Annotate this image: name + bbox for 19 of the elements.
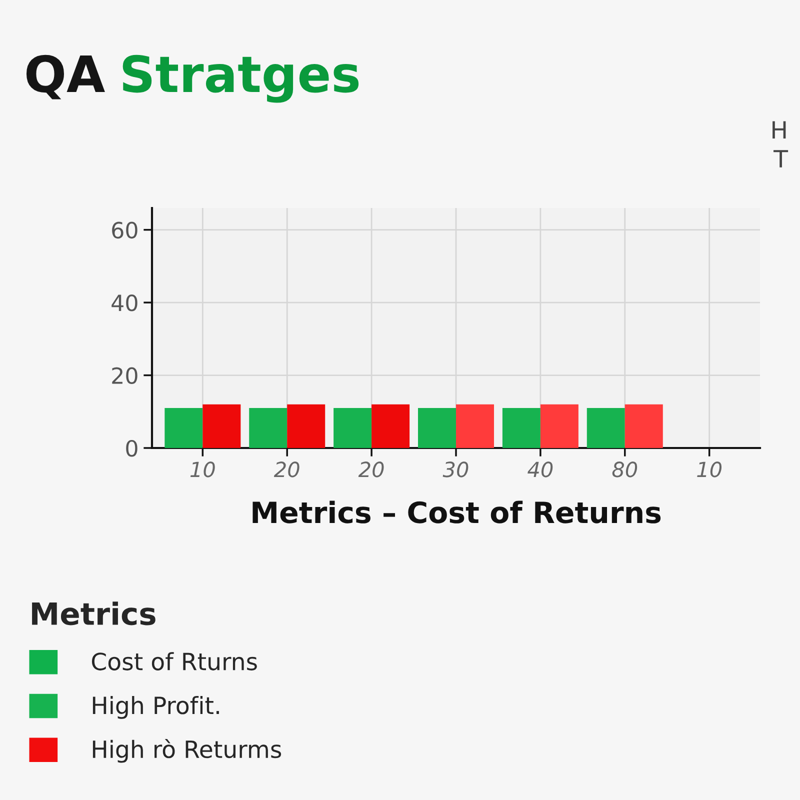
legend-label: High rò Returms bbox=[92, 738, 282, 763]
legend-title: Metrics bbox=[32, 602, 156, 626]
y-tick-label: 0 bbox=[126, 440, 138, 457]
chart-title: QA Stratges bbox=[26, 54, 359, 103]
x-tick-label: 30 bbox=[442, 462, 468, 478]
legend-label: High Profit. bbox=[92, 696, 219, 719]
y-tick-label: 60 bbox=[112, 222, 138, 239]
y-tick-label: 20 bbox=[112, 367, 138, 384]
x-tick-label: 80 bbox=[612, 462, 638, 478]
y-tick-label: 40 bbox=[112, 294, 138, 312]
x-tick-label: 10 bbox=[190, 462, 215, 478]
x-axis-title: Metrics – Cost of Returns bbox=[252, 500, 661, 524]
x-tick-label: 40 bbox=[528, 462, 553, 478]
text: H bbox=[772, 121, 786, 139]
text: T bbox=[774, 150, 788, 168]
x-tick-label: 20 bbox=[274, 462, 300, 478]
legend-label: Cost of Rturns bbox=[92, 652, 257, 670]
x-tick-label: 10 bbox=[697, 462, 722, 478]
x-tick-label: 20 bbox=[358, 462, 384, 478]
